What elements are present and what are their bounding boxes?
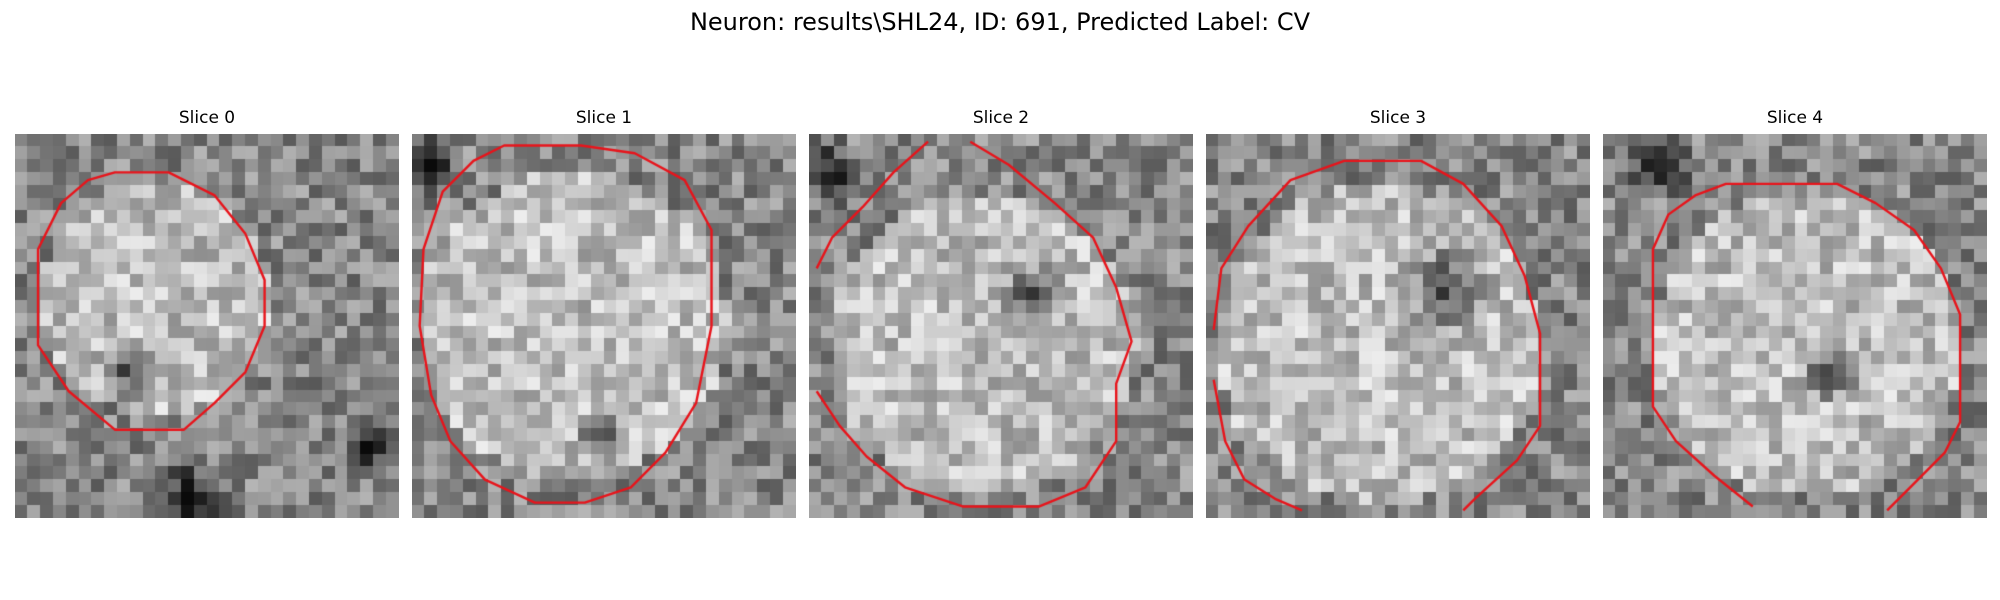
slice-title-2: Slice 2 [972, 108, 1030, 128]
slice-image-1 [412, 134, 796, 518]
slice-title-1: Slice 1 [575, 108, 633, 128]
slice-image-2 [809, 134, 1193, 518]
slice-image-0 [15, 134, 399, 518]
slice-title-3: Slice 3 [1369, 108, 1427, 128]
slice-title-0: Slice 0 [178, 108, 236, 128]
slice-image-3 [1206, 134, 1590, 518]
slice-title-4: Slice 4 [1766, 108, 1824, 128]
slice-image-4 [1603, 134, 1987, 518]
figure-title: Neuron: results\SHL24, ID: 691, Predicte… [689, 8, 1311, 36]
